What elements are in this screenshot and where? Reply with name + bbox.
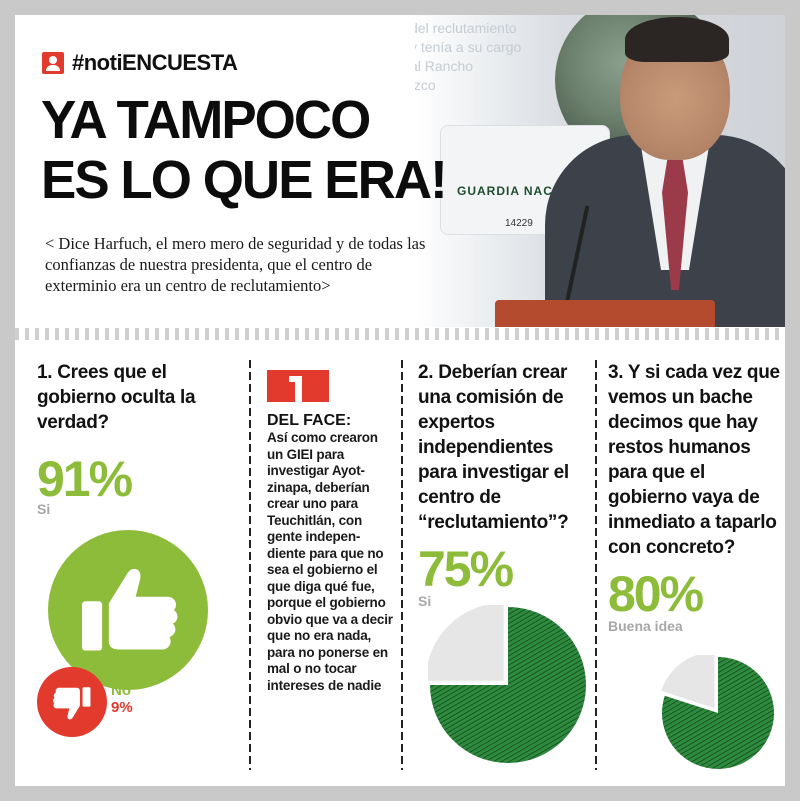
thumbs-down-badge bbox=[37, 667, 107, 737]
subheadline: < Dice Harfuch, el mero mero de segurida… bbox=[45, 234, 426, 295]
thumbs-up-badge bbox=[48, 530, 208, 690]
pie-slice-yes bbox=[430, 607, 586, 763]
pie-chart-75 bbox=[428, 605, 586, 763]
hashtag-text: #notiENCUESTA bbox=[72, 50, 238, 75]
question-3: 3. Y si cada vez que vemos un bache deci… bbox=[608, 360, 783, 634]
headline-line: ES LO QUE ERA! bbox=[41, 150, 448, 210]
screen-text-line: al Rancho bbox=[415, 58, 474, 74]
no-answer: No 9% bbox=[111, 682, 133, 716]
person-icon bbox=[42, 52, 64, 74]
column-separator bbox=[595, 360, 597, 770]
no-percent: 9% bbox=[111, 699, 133, 716]
pie-slice-yes bbox=[662, 657, 774, 769]
face-text: Así como crearon un GIEI para investigar… bbox=[267, 430, 393, 693]
yes-label: Si bbox=[418, 593, 432, 609]
hashtag-logo: #notiENCUESTA bbox=[42, 50, 238, 76]
column-separator bbox=[249, 360, 251, 770]
yes-label: Si bbox=[37, 501, 51, 517]
pie-chart-80 bbox=[661, 655, 774, 769]
question-text: 1. Crees que el gobierno oculta la verda… bbox=[37, 362, 196, 433]
screen-text-line: del reclutamiento bbox=[415, 20, 517, 36]
column-separator bbox=[401, 360, 403, 770]
background-screen-text: del reclutamiento y tenía a su cargo al … bbox=[415, 19, 521, 95]
pie-slice-remainder bbox=[661, 655, 715, 709]
no-label: No bbox=[111, 682, 131, 699]
yes-percent: 91% bbox=[37, 451, 133, 507]
dashed-divider bbox=[15, 328, 785, 340]
question-2: 2. Deberían crear una comisión de expert… bbox=[418, 360, 593, 609]
yes-percent: 80% bbox=[608, 566, 704, 622]
press-conference-photo: del reclutamiento y tenía a su cargo al … bbox=[415, 15, 785, 327]
speaker-hair bbox=[625, 17, 729, 62]
thumbs-up-icon bbox=[81, 568, 178, 651]
infographic: del reclutamiento y tenía a su cargo al … bbox=[15, 15, 785, 786]
face-comment: DEL FACE: Así como crearon un GIEI para … bbox=[267, 412, 397, 694]
headline-line: YA TAMPOCO bbox=[41, 90, 371, 150]
pie-slice-remainder bbox=[428, 605, 504, 681]
podium bbox=[495, 300, 715, 327]
screen-text-line: Izco bbox=[415, 77, 436, 93]
yes-label: Buena idea bbox=[608, 618, 683, 634]
question-1: 1. Crees que el gobierno oculta la verda… bbox=[37, 360, 237, 517]
thumbs-down-icon bbox=[52, 687, 91, 720]
truck-number: 14229 bbox=[505, 218, 533, 229]
screen-text-line: y tenía a su cargo bbox=[415, 39, 522, 55]
question-text: 3. Y si cada vez que vemos un bache deci… bbox=[608, 362, 780, 558]
face-title: DEL FACE: bbox=[267, 412, 352, 429]
yes-percent: 75% bbox=[418, 541, 514, 597]
headline: YA TAMPOCO ES LO QUE ERA! bbox=[41, 90, 448, 210]
facebook-icon bbox=[267, 370, 329, 402]
question-text: 2. Deberían crear una comisión de expert… bbox=[418, 362, 569, 533]
